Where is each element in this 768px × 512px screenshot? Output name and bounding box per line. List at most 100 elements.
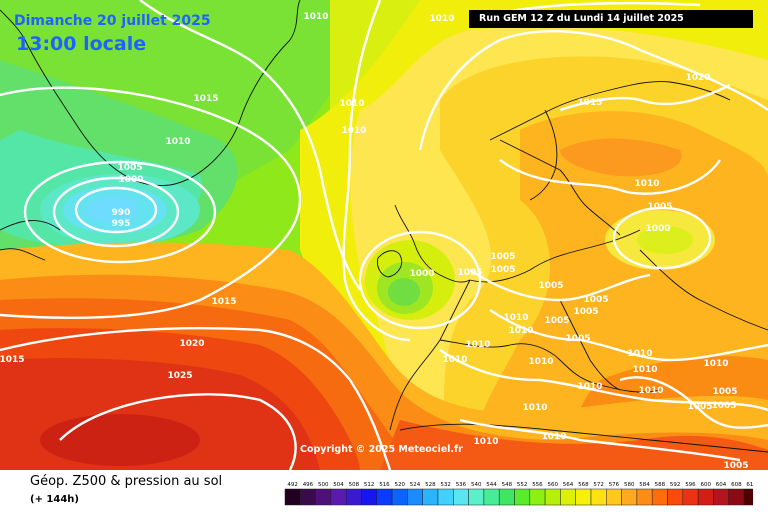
scale-tick-label: 504 bbox=[333, 482, 344, 488]
isobar-label: 1005 bbox=[711, 401, 736, 411]
isobar-label: 1010 bbox=[165, 137, 190, 147]
scale-swatch bbox=[697, 488, 714, 506]
scale-tick-label: 552 bbox=[517, 482, 528, 488]
scale-tick-label: 580 bbox=[624, 482, 635, 488]
isobar-label: 1005 bbox=[723, 461, 748, 470]
isobar-label: 1000 bbox=[409, 269, 434, 279]
scale-tick-label: 608 bbox=[731, 482, 742, 488]
isobar-label: 1010 bbox=[503, 313, 528, 323]
scale-swatch bbox=[437, 488, 454, 506]
scale-tick-label: 540 bbox=[471, 482, 482, 488]
isobar-label: 1005 bbox=[573, 307, 598, 317]
isobar-label: 1010 bbox=[465, 340, 490, 350]
isobar-label: 1010 bbox=[528, 357, 553, 367]
scale-tick-label: 556 bbox=[532, 482, 543, 488]
isobar-label: 1005 bbox=[565, 334, 590, 344]
isobar-label: 1010 bbox=[508, 326, 533, 336]
isobar-label: 1020 bbox=[179, 339, 204, 349]
scale-swatch bbox=[713, 488, 729, 506]
scale-tick-label: 508 bbox=[349, 482, 360, 488]
scale-swatch bbox=[391, 488, 408, 506]
scale-tick-label: 528 bbox=[425, 482, 436, 488]
isobar-label: 1025 bbox=[167, 371, 192, 381]
legend-title: Géop. Z500 & pression au sol bbox=[30, 474, 223, 489]
scale-swatch bbox=[529, 488, 546, 506]
scale-swatch bbox=[376, 488, 393, 506]
scale-swatch bbox=[422, 488, 439, 506]
isobar-label: 1005 bbox=[687, 402, 712, 412]
scale-tick-label: 564 bbox=[563, 482, 574, 488]
isobar-label: 1015 bbox=[211, 297, 236, 307]
isobar-label: 1015 bbox=[577, 98, 602, 108]
isobar-label: 1010 bbox=[627, 349, 652, 359]
scale-tick-label: 576 bbox=[609, 482, 620, 488]
scale-tick-label: 560 bbox=[548, 482, 559, 488]
scale-tick-label: 524 bbox=[410, 482, 421, 488]
isobar-label: 1005 bbox=[457, 268, 482, 278]
isobar-label: 1010 bbox=[341, 126, 366, 136]
isobar-label: 1010 bbox=[541, 432, 566, 442]
scale-swatch bbox=[315, 488, 332, 506]
scale-tick-label: 600 bbox=[701, 482, 712, 488]
forecast-time: 13:00 locale bbox=[16, 33, 147, 55]
isobar-label: 1010 bbox=[577, 382, 602, 392]
isobar-label: 1010 bbox=[703, 359, 728, 369]
color-scale: 492 496 500 504 508 512 516 520 524 528 532 536 540 5… bbox=[284, 482, 753, 506]
scale-tick-label: 544 bbox=[486, 482, 497, 488]
scale-swatch bbox=[453, 488, 469, 506]
scale-swatch bbox=[498, 488, 515, 506]
isobar-label: 1010 bbox=[339, 99, 364, 109]
isobar-label: 1010 bbox=[638, 386, 663, 396]
isobar-label: 1005 bbox=[583, 295, 608, 305]
scale-swatch bbox=[514, 488, 531, 506]
copyright: Copyright © 2025 Meteociel.fr bbox=[300, 444, 463, 455]
scale-tick-label: 596 bbox=[685, 482, 696, 488]
map-canvas: 1010 1010 1015 1010 1010 1010 1020 1015 1005 1000… bbox=[0, 0, 768, 470]
isobar-label: 1015 bbox=[193, 94, 218, 104]
scale-swatch bbox=[575, 488, 592, 506]
scale-swatch bbox=[468, 488, 485, 506]
isobar-label: 1020 bbox=[685, 73, 710, 83]
isobar-label: 1005 bbox=[544, 316, 569, 326]
scale-swatch bbox=[667, 488, 684, 506]
isobar-label: 1015 bbox=[0, 355, 25, 365]
isobar-label: 1005 bbox=[647, 202, 672, 212]
isobar-label: 1010 bbox=[442, 355, 467, 365]
scale-tick-label: 516 bbox=[379, 482, 390, 488]
scale-swatch bbox=[560, 488, 576, 506]
scale-swatch bbox=[728, 488, 745, 506]
scale-tick-label: 568 bbox=[578, 482, 589, 488]
isobar-label: 1010 bbox=[632, 365, 657, 375]
legend-subtitle: (+ 144h) bbox=[30, 494, 79, 505]
scale-tick-label: 496 bbox=[303, 482, 314, 488]
isobar-label: 1010 bbox=[634, 179, 659, 189]
isobar-label: 1005 bbox=[538, 281, 563, 291]
scale-swatch bbox=[636, 488, 653, 506]
scale-tick-label: 548 bbox=[502, 482, 513, 488]
isobar-label: 995 bbox=[112, 219, 131, 229]
isobar-label: 1005 bbox=[490, 265, 515, 275]
scale-swatch bbox=[651, 488, 668, 506]
scale-swatch bbox=[300, 488, 316, 506]
scale-swatch bbox=[330, 488, 347, 506]
scale-tick-label: 612 bbox=[746, 482, 753, 488]
isobar-label: 1005 bbox=[490, 252, 515, 262]
scale-swatch bbox=[544, 488, 561, 506]
scale-tick-label: 536 bbox=[456, 482, 467, 488]
scale-tick-label: 584 bbox=[639, 482, 650, 488]
scale-swatch bbox=[407, 488, 423, 506]
isobar-label: 1010 bbox=[522, 403, 547, 413]
scale-swatch bbox=[483, 488, 500, 506]
scale-tick-label: 604 bbox=[716, 482, 727, 488]
weather-map: 1010 1010 1015 1010 1010 1010 1020 1015 1005 1000… bbox=[0, 0, 768, 470]
scale-swatch bbox=[682, 488, 699, 506]
isobar-label: 1005 bbox=[712, 387, 737, 397]
scale-tick-label: 512 bbox=[364, 482, 375, 488]
scale-tick-label: 532 bbox=[440, 482, 451, 488]
isobar-label: 990 bbox=[112, 208, 131, 218]
isobar-label: 1010 bbox=[303, 12, 328, 22]
run-banner: Run GEM 12 Z du Lundi 14 juillet 2025 bbox=[469, 10, 753, 28]
scale-tick-label: 588 bbox=[655, 482, 666, 488]
scale-swatch bbox=[590, 488, 607, 506]
scale-swatch bbox=[743, 488, 753, 506]
